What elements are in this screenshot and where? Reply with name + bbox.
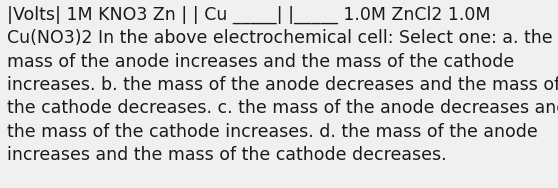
Text: |Volts| 1M KNO3 Zn | | Cu _____| |_____ 1.0M ZnCl2 1.0M
Cu(NO3)2 In the above el: |Volts| 1M KNO3 Zn | | Cu _____| |_____ … [7, 6, 558, 164]
